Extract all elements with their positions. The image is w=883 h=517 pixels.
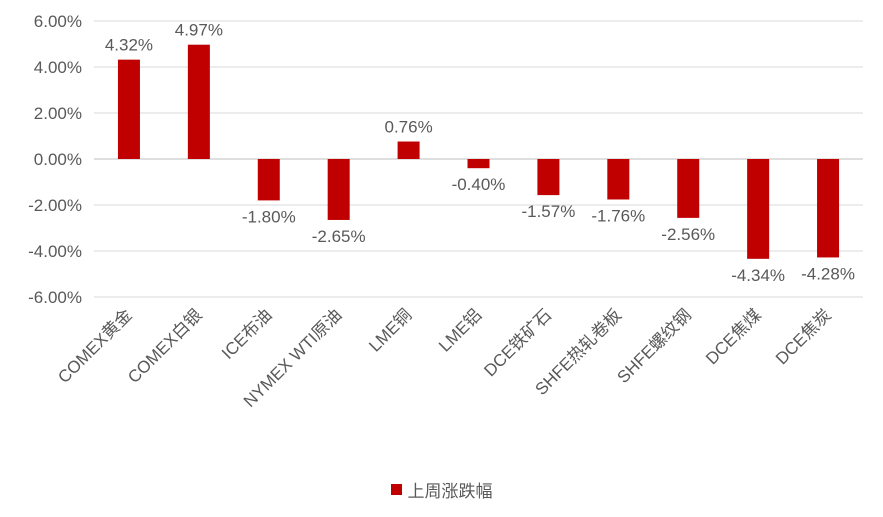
data-labels: 4.32%4.97%-1.80%-2.65%0.76%-0.40%-1.57% -… — [105, 21, 855, 285]
data-label: -2.65% — [312, 227, 366, 246]
bar — [187, 44, 210, 159]
data-label: 4.97% — [175, 21, 223, 40]
bar — [537, 159, 560, 196]
data-label: -1.57% — [521, 202, 575, 221]
data-label: 0.76% — [384, 118, 432, 137]
legend-swatch — [390, 484, 402, 495]
bar — [327, 159, 350, 220]
bar — [257, 159, 280, 201]
data-label: -1.80% — [242, 207, 296, 226]
x-tick-label: DCE焦煤 — [702, 305, 765, 368]
y-tick-label: -6.00% — [28, 288, 82, 307]
y-tick-label: 2.00% — [34, 104, 82, 123]
data-label: -4.34% — [731, 266, 785, 285]
bar — [607, 159, 630, 200]
y-tick-label: -4.00% — [28, 242, 82, 261]
x-tick-label: COMEX白银 — [124, 305, 206, 387]
x-tick-label: ICE布油 — [218, 305, 276, 363]
x-tick-label: SHFE螺纹钢 — [613, 305, 695, 387]
y-tick-label: 4.00% — [34, 58, 82, 77]
legend: 上周涨跌幅 — [0, 477, 883, 502]
y-tick-label: 0.00% — [34, 150, 82, 169]
bar — [397, 141, 420, 159]
data-label: -4.28% — [801, 264, 855, 283]
gridlines — [94, 20, 863, 298]
x-tick-label: LME铝 — [435, 305, 485, 355]
bar — [817, 159, 840, 258]
bar — [677, 159, 700, 218]
data-label: 4.32% — [105, 36, 153, 55]
y-tick-label: -2.00% — [28, 196, 82, 215]
bars — [117, 44, 840, 259]
data-label: -0.40% — [452, 175, 506, 194]
x-tick-label: COMEX黄金 — [54, 305, 136, 387]
bar — [747, 159, 770, 259]
x-tick-label: LME铜 — [365, 305, 415, 355]
bar — [117, 59, 140, 159]
data-label: -1.76% — [591, 206, 645, 225]
x-tick-label: DCE焦炭 — [772, 305, 835, 368]
x-tick-label: DCE铁矿石 — [480, 305, 555, 380]
bar-chart: 6.00% 4.00% 2.00% 0.00% -2.00% -4.00% -6.00% 4… — [28, 12, 863, 411]
y-axis-tick-labels: 6.00% 4.00% 2.00% 0.00% -2.00% -4.00% -6.00% — [28, 12, 82, 307]
y-tick-label: 6.00% — [34, 12, 82, 31]
legend-label: 上周涨跌幅 — [407, 482, 493, 501]
bar — [467, 159, 490, 169]
data-label: -2.56% — [661, 225, 715, 244]
